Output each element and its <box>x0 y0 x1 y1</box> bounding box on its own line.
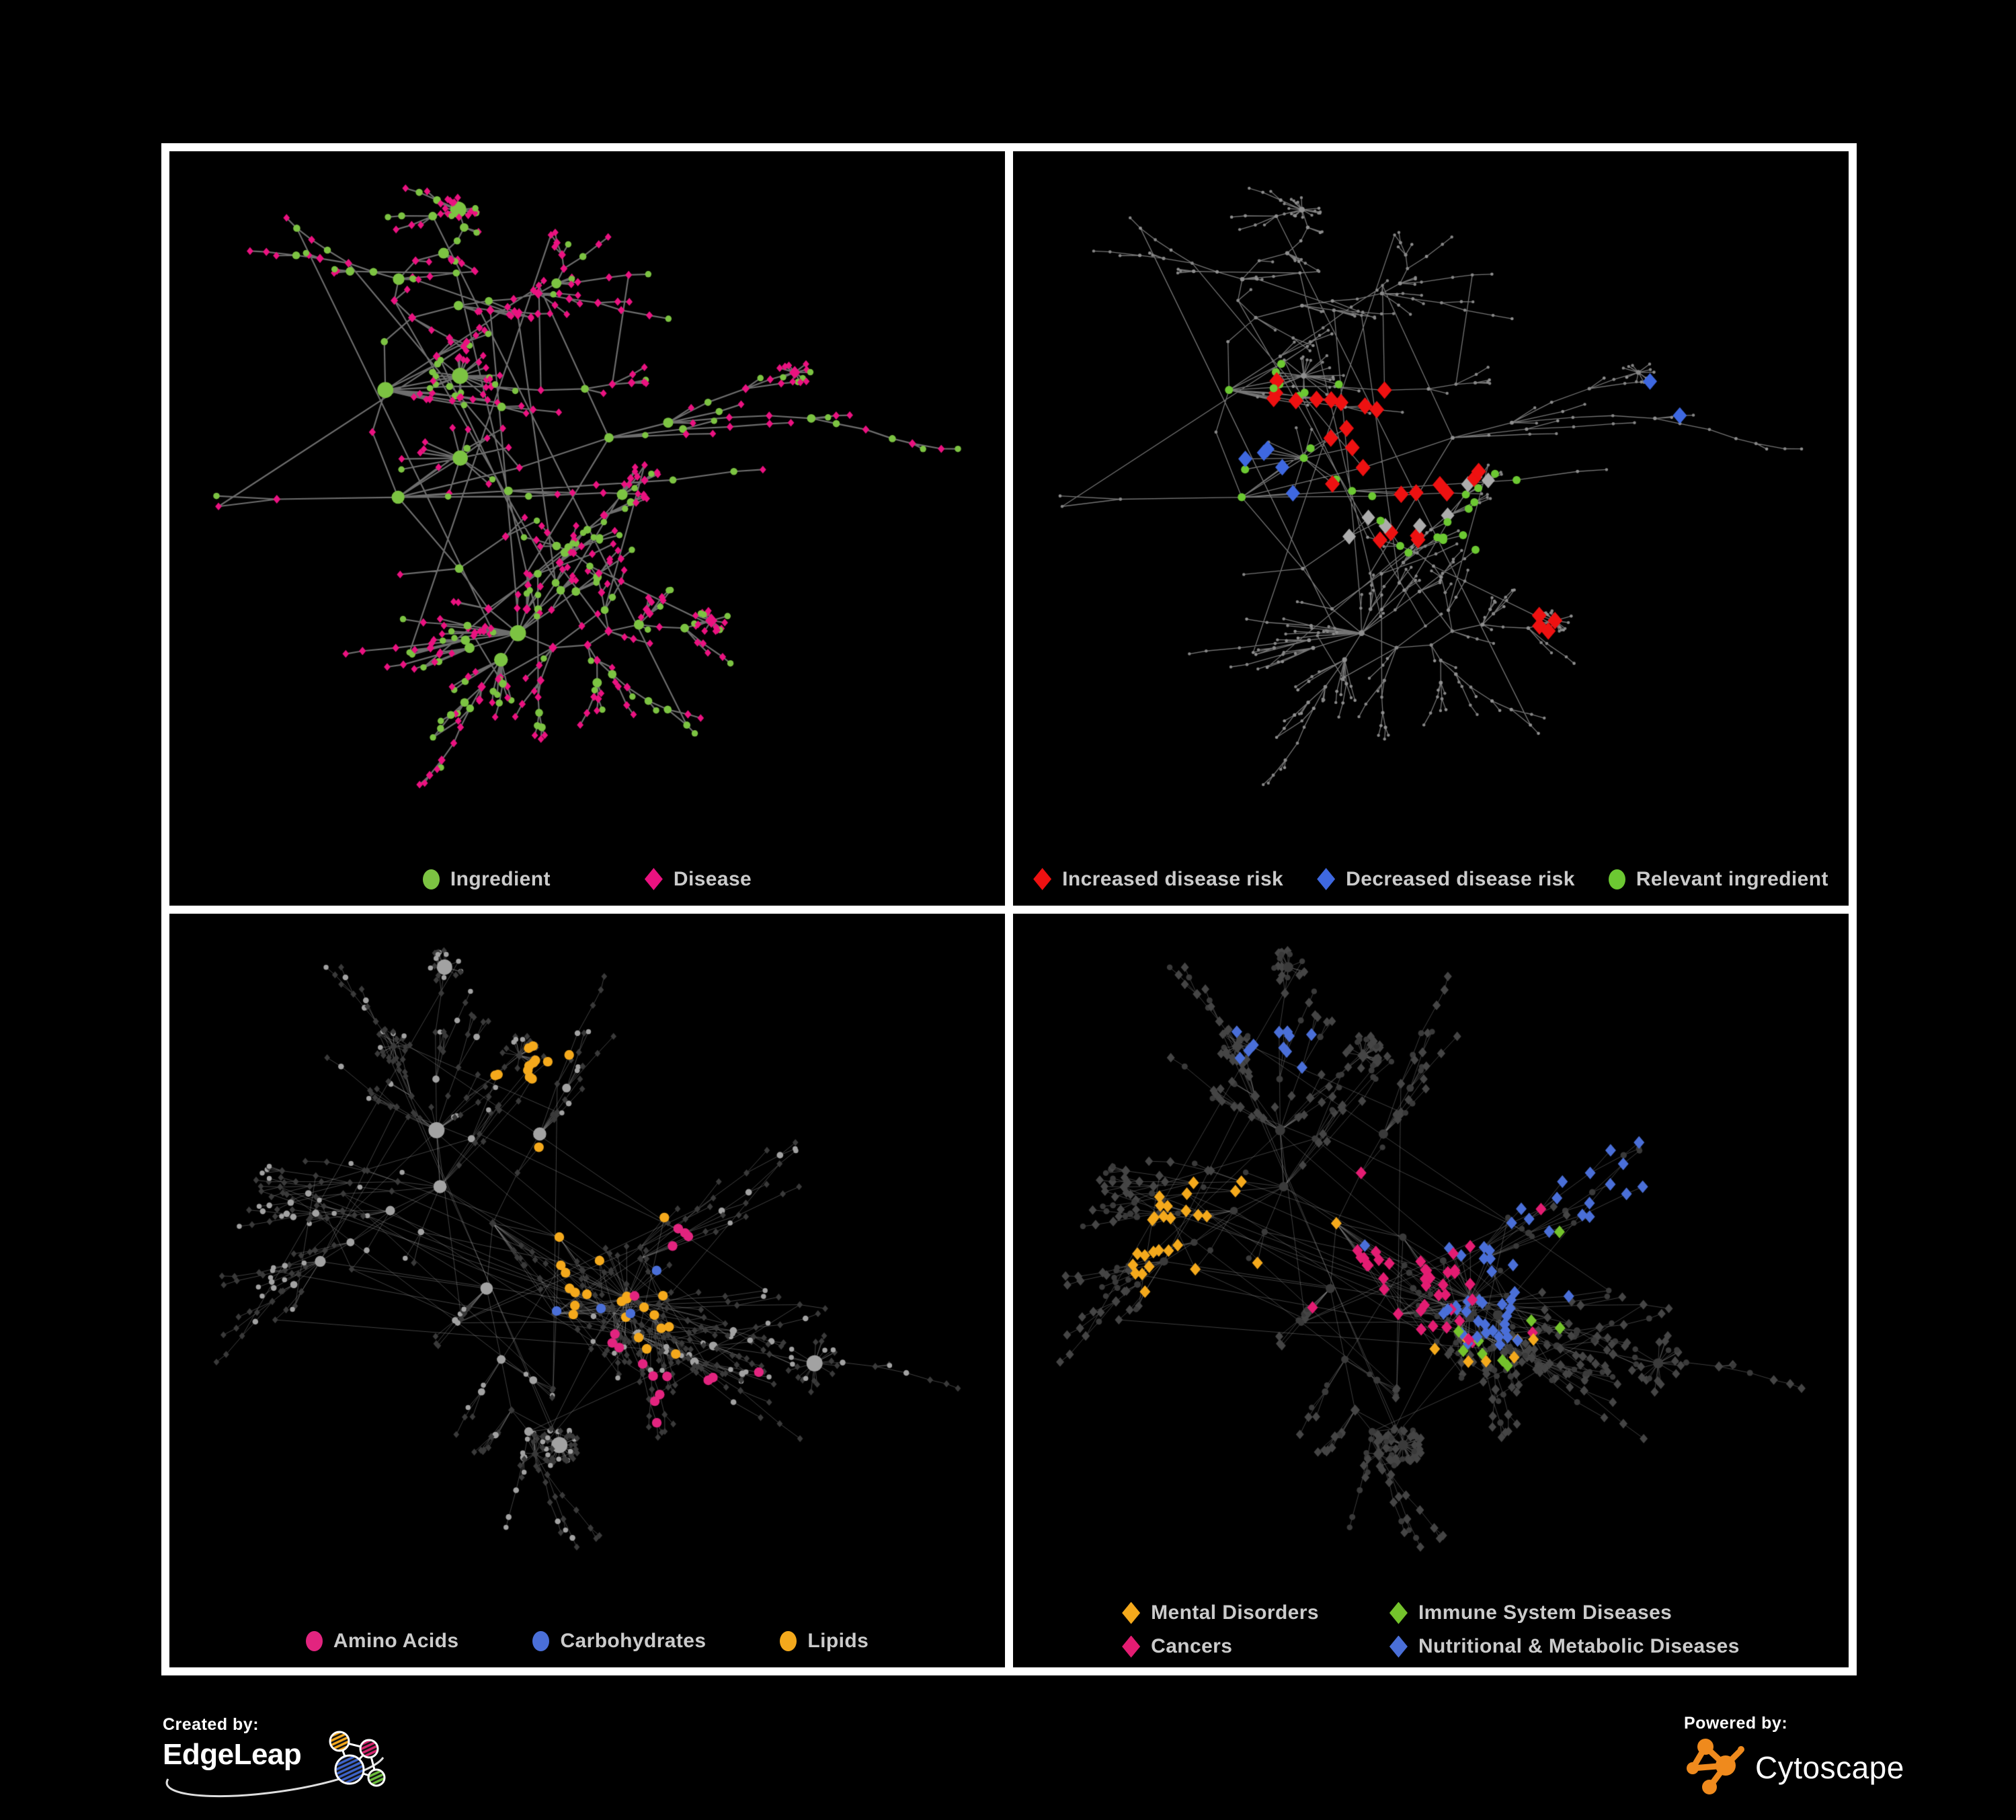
panel-nutrient-class: Amino Acids Carbohydrates Lipids <box>169 913 1005 1667</box>
network-canvas-nutrient-class <box>169 913 1005 1667</box>
legend-label-mental-disorders: Mental Disorders <box>1151 1601 1319 1624</box>
legend-label-increased-risk: Increased disease risk <box>1062 867 1284 890</box>
cancers-swatch-icon <box>1122 1635 1141 1658</box>
legend-label-relevant-ingredient: Relevant ingredient <box>1636 867 1828 890</box>
edgeleap-brand-text: EdgeLeap <box>163 1738 302 1771</box>
network-canvas-ingredient-disease <box>169 151 1005 906</box>
relevant-ingredient-swatch-icon <box>1608 869 1625 889</box>
legend-disease-category: Mental Disorders Cancers Immune System D… <box>1013 1601 1849 1658</box>
legend-item-mental-disorders: Mental Disorders <box>1122 1601 1319 1624</box>
panel-ingredient-disease: Ingredient Disease <box>169 151 1005 906</box>
legend-item-amino-acids: Amino Acids <box>305 1630 459 1653</box>
network-canvas-disease-risk <box>1013 151 1849 906</box>
immune-system-diseases-swatch-icon <box>1389 1601 1408 1624</box>
mental-disorders-swatch-icon <box>1122 1601 1141 1624</box>
legend-label-nutritional-metabolic-diseases: Nutritional & Metabolic Diseases <box>1418 1635 1740 1657</box>
carbohydrates-swatch-icon <box>532 1631 550 1651</box>
increased-risk-swatch-icon <box>1033 868 1052 890</box>
legend-item-carbohydrates: Carbohydrates <box>532 1630 706 1653</box>
figure-frame: Ingredient Disease Increased disease ris… <box>161 143 1857 1675</box>
legend-item-immune-system-diseases: Immune System Diseases <box>1389 1601 1740 1624</box>
legend-label-disease: Disease <box>673 867 752 890</box>
nutritional-metabolic-diseases-swatch-icon <box>1389 1635 1408 1658</box>
legend-item-decreased-risk: Decreased disease risk <box>1317 868 1575 891</box>
cytoscape-logo-icon <box>1687 1739 1744 1794</box>
legend-item-lipids: Lipids <box>780 1630 869 1653</box>
amino-acids-swatch-icon <box>305 1631 323 1651</box>
network-canvas-disease-category <box>1013 913 1849 1667</box>
powered-by-label: Powered by: <box>1684 1714 1788 1733</box>
legend-nutrient-class: Amino Acids Carbohydrates Lipids <box>169 1630 1005 1653</box>
legend-item-ingredient: Ingredient <box>422 867 551 891</box>
legend-label-carbohydrates: Carbohydrates <box>560 1630 707 1652</box>
powered-by-block: Powered by: Cytoscape <box>1684 1714 1904 1798</box>
disease-swatch-icon <box>644 868 663 890</box>
legend-label-cancers: Cancers <box>1151 1635 1233 1657</box>
legend-item-disease: Disease <box>644 867 752 891</box>
created-by-label: Created by: <box>163 1715 259 1734</box>
legend-label-ingredient: Ingredient <box>450 867 551 890</box>
edgeleap-logo-icon <box>165 1731 386 1798</box>
decreased-risk-swatch-icon <box>1317 868 1336 890</box>
legend-item-increased-risk: Increased disease risk <box>1033 868 1283 891</box>
legend-item-relevant-ingredient: Relevant ingredient <box>1608 867 1828 891</box>
panel-disease-risk: Increased disease risk Decreased disease… <box>1013 151 1849 906</box>
lipids-swatch-icon <box>780 1631 797 1651</box>
legend-disease-risk: Increased disease risk Decreased disease… <box>1013 868 1849 891</box>
created-by-block: Created by: EdgeLeap <box>163 1715 387 1798</box>
panel-disease-category: Mental Disorders Cancers Immune System D… <box>1013 913 1849 1667</box>
legend-ingredient-disease: Ingredient Disease <box>169 868 1005 891</box>
cytoscape-brand-text: Cytoscape <box>1755 1750 1904 1785</box>
legend-label-lipids: Lipids <box>807 1630 869 1652</box>
legend-item-cancers: Cancers <box>1122 1635 1319 1658</box>
legend-label-decreased-risk: Decreased disease risk <box>1346 867 1575 890</box>
legend-label-immune-system-diseases: Immune System Diseases <box>1418 1601 1672 1624</box>
legend-label-amino-acids: Amino Acids <box>333 1630 459 1652</box>
ingredient-swatch-icon <box>422 869 440 889</box>
legend-item-nutritional-metabolic-diseases: Nutritional & Metabolic Diseases <box>1389 1635 1740 1658</box>
